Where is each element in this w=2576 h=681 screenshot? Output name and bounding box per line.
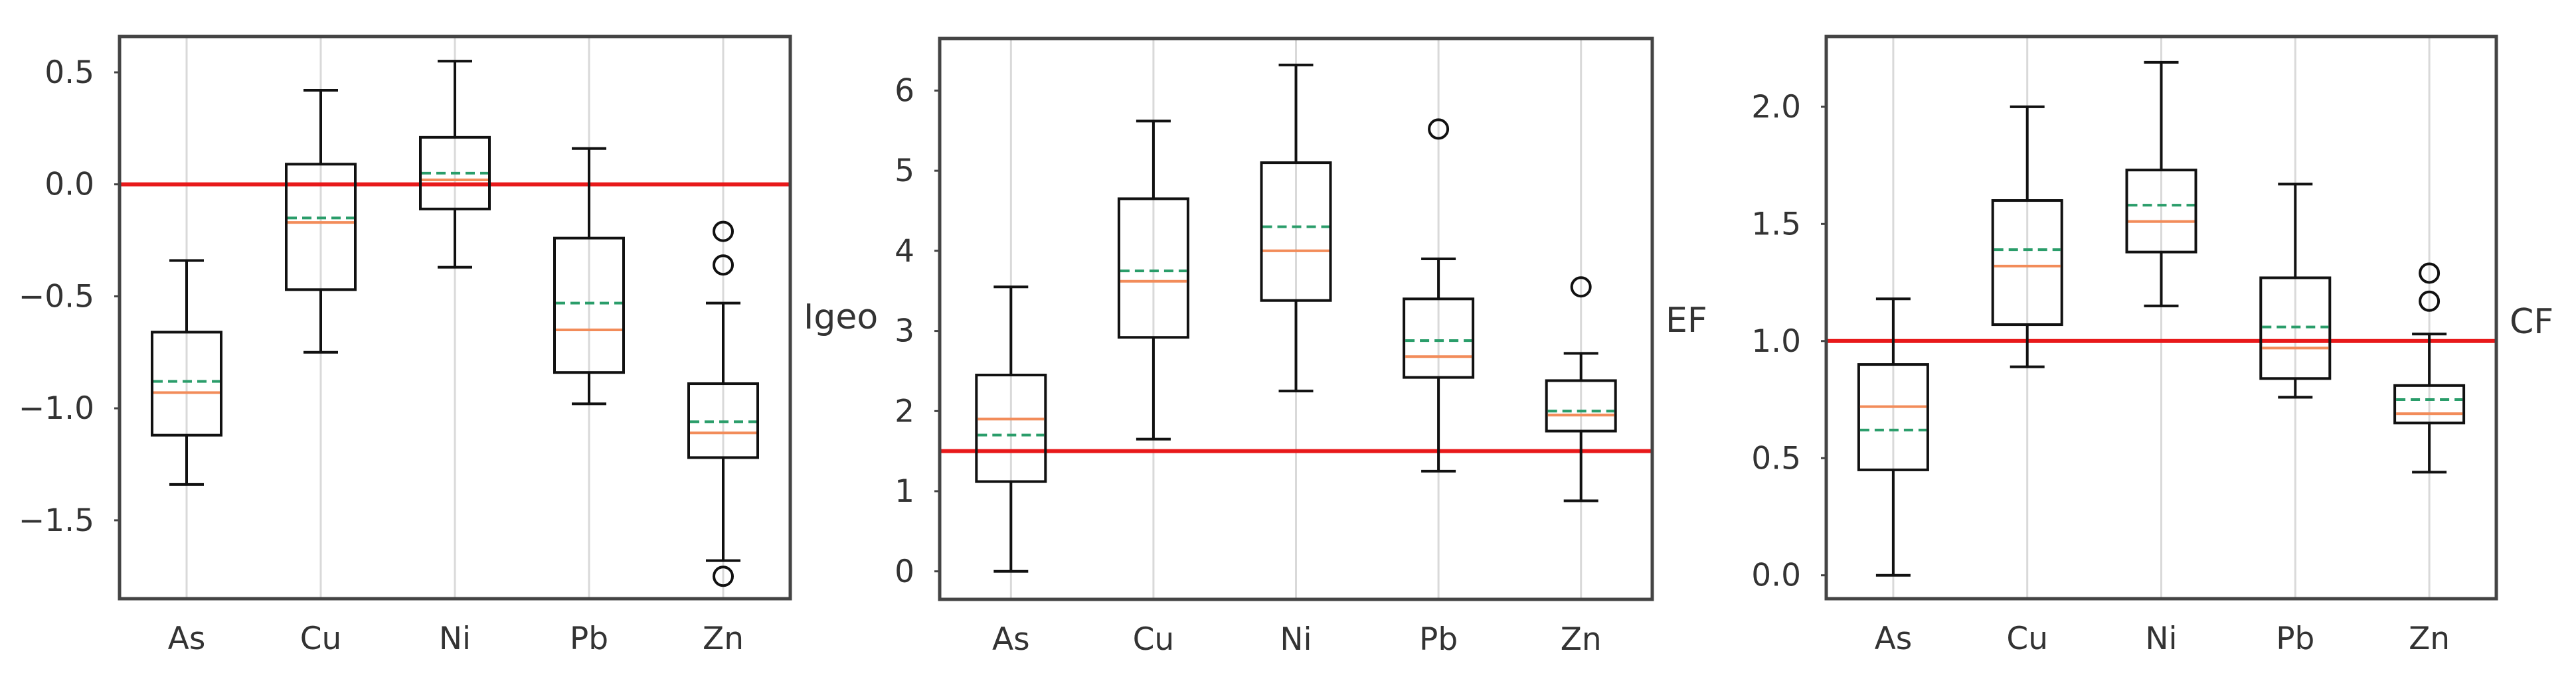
iqr-box bbox=[1403, 297, 1475, 379]
box-Ni bbox=[419, 60, 491, 269]
box-As bbox=[151, 259, 222, 486]
box-As bbox=[975, 285, 1047, 573]
x-tick-label: Pb bbox=[570, 621, 608, 657]
box-Pb bbox=[1403, 118, 1475, 473]
iqr-box bbox=[285, 163, 357, 291]
box-Ni bbox=[1260, 63, 1332, 393]
iqr-box bbox=[975, 374, 1047, 483]
y-tick-label: 1 bbox=[895, 473, 914, 510]
box-Pb bbox=[553, 147, 625, 406]
box-Zn bbox=[2393, 262, 2466, 474]
x-tick-label: Cu bbox=[2006, 621, 2048, 657]
y-tick-label: 2.0 bbox=[1751, 89, 1801, 125]
box-Zn bbox=[1545, 276, 1617, 502]
y-tick-label: 0.5 bbox=[1751, 440, 1801, 477]
iqr-box bbox=[2393, 384, 2466, 425]
outlier-point bbox=[713, 220, 734, 242]
panel-1: 0.5 0.0 −0.5 −1.0 −1.5 As Cu Ni Pb Zn Igeo bbox=[19, 35, 878, 657]
panel-2: 0 1 2 3 4 5 6 As Cu Ni Pb Zn EF bbox=[895, 37, 1707, 658]
outlier-point bbox=[1570, 276, 1592, 298]
box-Zn bbox=[687, 220, 759, 587]
box-Ni bbox=[2125, 60, 2197, 307]
y-tick-label: −1.5 bbox=[19, 502, 94, 539]
y-tick-label: 4 bbox=[895, 233, 914, 269]
iqr-box bbox=[553, 236, 625, 374]
iqr-box bbox=[2125, 169, 2197, 254]
iqr-box bbox=[1117, 197, 1189, 339]
box-Cu bbox=[285, 88, 357, 354]
x-tick-label: As bbox=[1875, 621, 1913, 657]
y-tick-label: 0.5 bbox=[44, 54, 94, 91]
iqr-box bbox=[1857, 363, 1929, 471]
y-tick-label: 3 bbox=[895, 313, 914, 350]
y-axis-label: Igeo bbox=[804, 297, 878, 337]
iqr-box bbox=[1991, 199, 2063, 327]
x-tick-label: Cu bbox=[1133, 621, 1175, 658]
outlier-point bbox=[2419, 262, 2441, 284]
x-tick-label: Ni bbox=[439, 621, 471, 657]
box-Cu bbox=[1991, 105, 2063, 368]
y-tick-label: 0.0 bbox=[1751, 558, 1801, 594]
x-tick-label: Ni bbox=[2145, 621, 2177, 657]
iqr-box bbox=[2259, 276, 2332, 380]
y-tick-label: 2 bbox=[895, 393, 914, 429]
iqr-box bbox=[687, 382, 759, 459]
y-tick-label: −1.0 bbox=[19, 390, 94, 427]
y-tick-label: 0 bbox=[895, 554, 914, 590]
box-Pb bbox=[2259, 183, 2332, 399]
x-tick-label: As bbox=[992, 621, 1030, 658]
x-tick-label: Pb bbox=[1419, 621, 1458, 658]
panel-3: 0.0 0.5 1.0 1.5 2.0 As Cu Ni Pb Zn CF bbox=[1751, 35, 2553, 657]
x-tick-label: Zn bbox=[703, 621, 744, 657]
iqr-box bbox=[1545, 379, 1617, 433]
outlier-point bbox=[2419, 290, 2441, 312]
x-tick-label: Cu bbox=[300, 621, 342, 657]
plot-frame bbox=[938, 37, 1654, 601]
outlier-point bbox=[713, 254, 734, 276]
x-tick-label: Zn bbox=[1561, 621, 1602, 658]
y-tick-label: 6 bbox=[895, 72, 914, 109]
y-axis-label: CF bbox=[2510, 302, 2553, 342]
y-tick-label: 1.5 bbox=[1751, 206, 1801, 242]
x-tick-label: As bbox=[168, 621, 206, 657]
iqr-box bbox=[1260, 161, 1332, 302]
box-As bbox=[1857, 297, 1929, 577]
x-tick-label: Ni bbox=[1280, 621, 1312, 658]
outlier-point bbox=[713, 566, 734, 587]
x-tick-label: Pb bbox=[2276, 621, 2314, 657]
iqr-box bbox=[151, 331, 222, 437]
y-tick-label: 5 bbox=[895, 153, 914, 189]
plot-frame bbox=[118, 35, 792, 601]
y-axis-label: EF bbox=[1666, 301, 1707, 340]
x-tick-label: Zn bbox=[2409, 621, 2450, 657]
iqr-box bbox=[419, 135, 491, 210]
y-tick-label: 1.0 bbox=[1751, 323, 1801, 360]
plot-frame bbox=[1824, 35, 2498, 601]
y-tick-label: 0.0 bbox=[44, 167, 94, 203]
box-Cu bbox=[1117, 119, 1189, 441]
outlier-point bbox=[1428, 118, 1450, 140]
y-tick-label: −0.5 bbox=[19, 278, 94, 315]
